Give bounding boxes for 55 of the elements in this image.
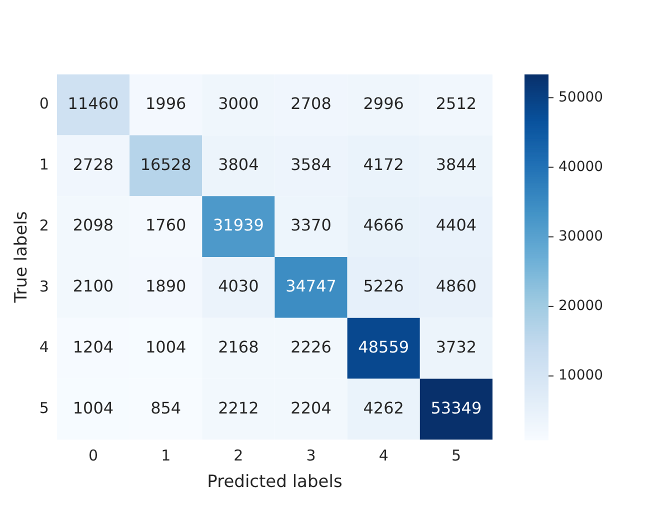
data-label: 2212 [218,398,259,418]
x-tick-label: 1 [161,446,171,464]
data-label: 3000 [218,94,259,113]
data-label: 16528 [140,154,192,174]
data-label: 3370 [290,216,332,235]
data-label: 1004 [72,398,114,418]
data-label: 2168 [218,337,259,356]
y-tick-label: 1 [39,156,49,174]
x-tick-label: 4 [378,446,388,464]
data-label: 1004 [145,337,186,356]
x-axis-title: Predicted labels [207,472,342,492]
x-tick-label: 3 [306,446,316,464]
color-bar-label: 40000 [558,158,604,175]
data-label: 31939 [212,216,264,235]
data-label: 4404 [436,216,477,235]
x-tick-label: 2 [234,446,244,464]
data-label: 1204 [72,337,114,356]
data-label: 2226 [290,337,332,356]
data-label: 11460 [68,94,119,113]
y-tick-label: 4 [39,338,49,356]
data-label: 1996 [145,94,186,113]
y-tick-label: 0 [39,94,49,113]
x-tick-label: 5 [451,446,461,464]
data-label: 4860 [436,276,477,296]
data-label: 4666 [363,216,404,235]
data-label: 2100 [72,276,114,296]
y-tick-label: 5 [39,399,49,418]
y-axis-title: True labels [12,211,32,304]
y-tick-label: 2 [39,216,49,234]
y-tick-label: 3 [39,277,49,296]
data-label: 3844 [436,154,477,174]
data-label: 2204 [290,398,332,418]
data-label: 48559 [358,337,410,356]
data-label: 4172 [363,154,404,174]
data-label: 2098 [72,216,114,235]
data-label: 53349 [430,398,482,418]
data-label: 34747 [286,276,336,296]
data-label: 2708 [290,94,332,113]
data-label: 1890 [145,276,186,296]
data-label: 2996 [363,94,404,113]
x-tick-label: 0 [88,446,98,464]
data-label: 854 [150,398,182,418]
data-label: 4262 [363,398,404,418]
data-label: 3732 [436,337,477,356]
data-label: 3804 [218,154,259,174]
color-bar-label: 30000 [558,228,604,244]
data-label: 2512 [436,94,477,113]
color-bar-label: 10000 [558,368,604,384]
data-label: 1760 [145,216,186,235]
data-label: 4030 [218,276,259,296]
data-label: 5226 [363,276,404,296]
data-label: 3584 [290,154,332,174]
color-bar-label: 20000 [558,298,604,314]
data-label: 2728 [72,154,114,174]
color-bar-label: 50000 [558,89,604,106]
